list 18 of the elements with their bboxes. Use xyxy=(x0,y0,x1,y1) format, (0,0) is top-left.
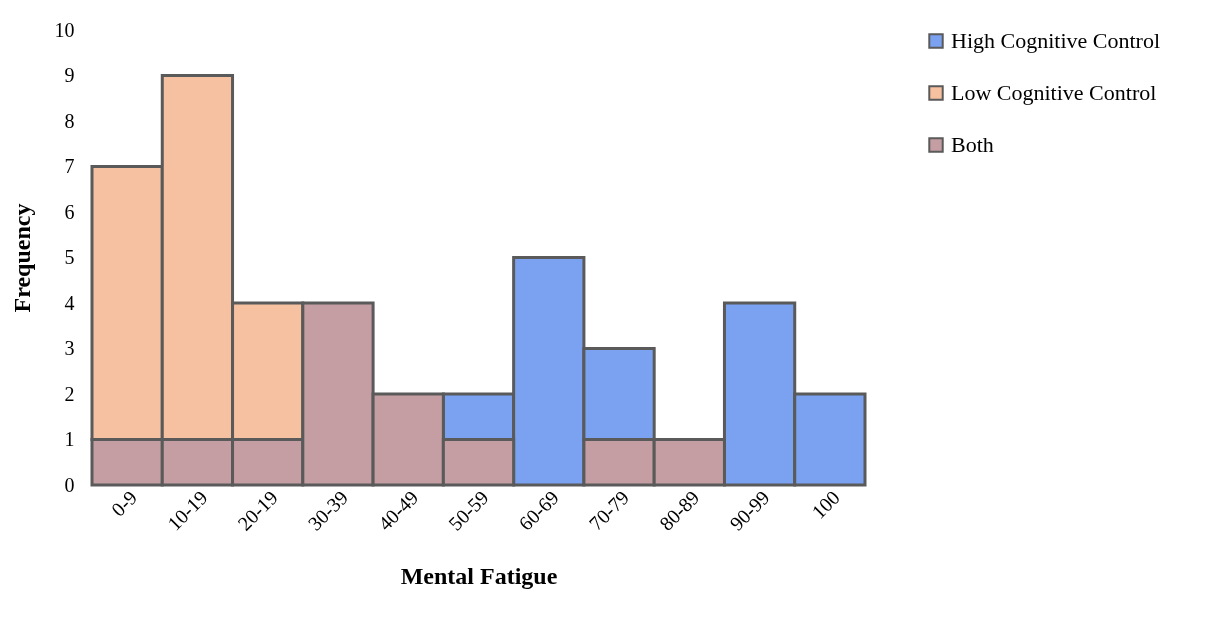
x-axis-title: Mental Fatigue xyxy=(400,562,558,589)
y-tick-label: 4 xyxy=(64,291,75,314)
y-tick-label: 6 xyxy=(64,200,75,223)
legend-label: Low Cognitive Control xyxy=(951,80,1157,105)
x-tick-label: 0-9 xyxy=(106,486,142,521)
legend-label: High Cognitive Control xyxy=(951,28,1160,53)
y-tick-label: 10 xyxy=(54,18,75,41)
x-tick-label: 100 xyxy=(807,486,845,523)
y-tick-label: 0 xyxy=(64,473,75,496)
legend-label: Both xyxy=(951,132,994,157)
y-tick-label: 3 xyxy=(64,337,75,359)
y-tick-label: 8 xyxy=(64,109,75,132)
y-tick-label: 2 xyxy=(64,382,75,405)
y-tick-label: 5 xyxy=(64,246,75,268)
y-tick-label: 9 xyxy=(64,64,75,86)
y-tick-label: 7 xyxy=(64,155,75,177)
y-axis-title: Frequency xyxy=(8,203,35,313)
y-tick-label: 1 xyxy=(64,428,75,450)
